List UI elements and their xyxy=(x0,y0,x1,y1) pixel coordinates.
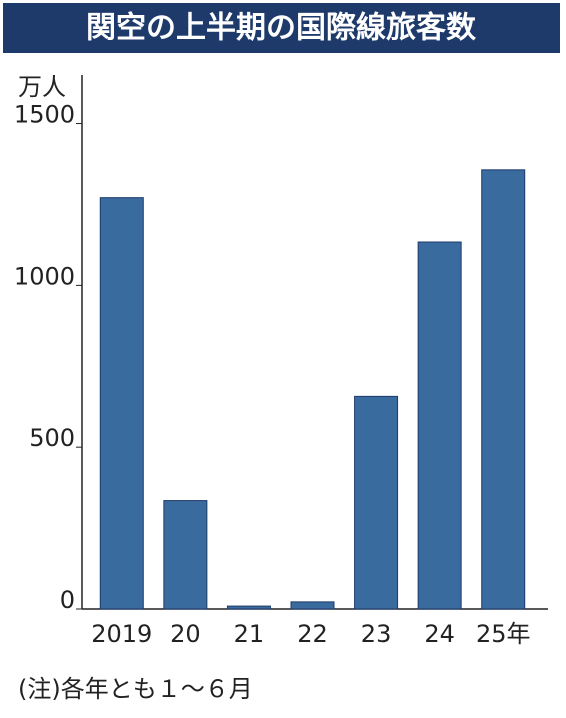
title-banner xyxy=(3,3,560,53)
x-tick-label: 23 xyxy=(361,620,392,648)
bar xyxy=(226,605,271,610)
y-tick-label: 1500 xyxy=(14,101,75,129)
x-tick-label: 21 xyxy=(234,620,265,648)
y-tick-label: 500 xyxy=(29,424,75,452)
y-tick-label: 1000 xyxy=(14,262,75,290)
bar xyxy=(290,601,335,610)
note: (注)各年とも１～６月 xyxy=(18,675,253,703)
x-tick-label: 22 xyxy=(297,620,328,648)
bar xyxy=(354,395,399,610)
x-tick-label: 25年 xyxy=(476,620,531,648)
bar xyxy=(163,500,208,610)
y-tick-label: 0 xyxy=(60,586,75,614)
x-tick-label: 2019 xyxy=(91,620,152,648)
chart-title: 関空の上半期の国際線旅客数 xyxy=(86,11,477,46)
bar xyxy=(481,169,526,610)
x-tick-label: 20 xyxy=(170,620,201,648)
y-axis-label: 万人 xyxy=(18,73,66,101)
bar xyxy=(99,197,144,610)
bar xyxy=(417,241,462,610)
x-tick-label: 24 xyxy=(424,620,455,648)
